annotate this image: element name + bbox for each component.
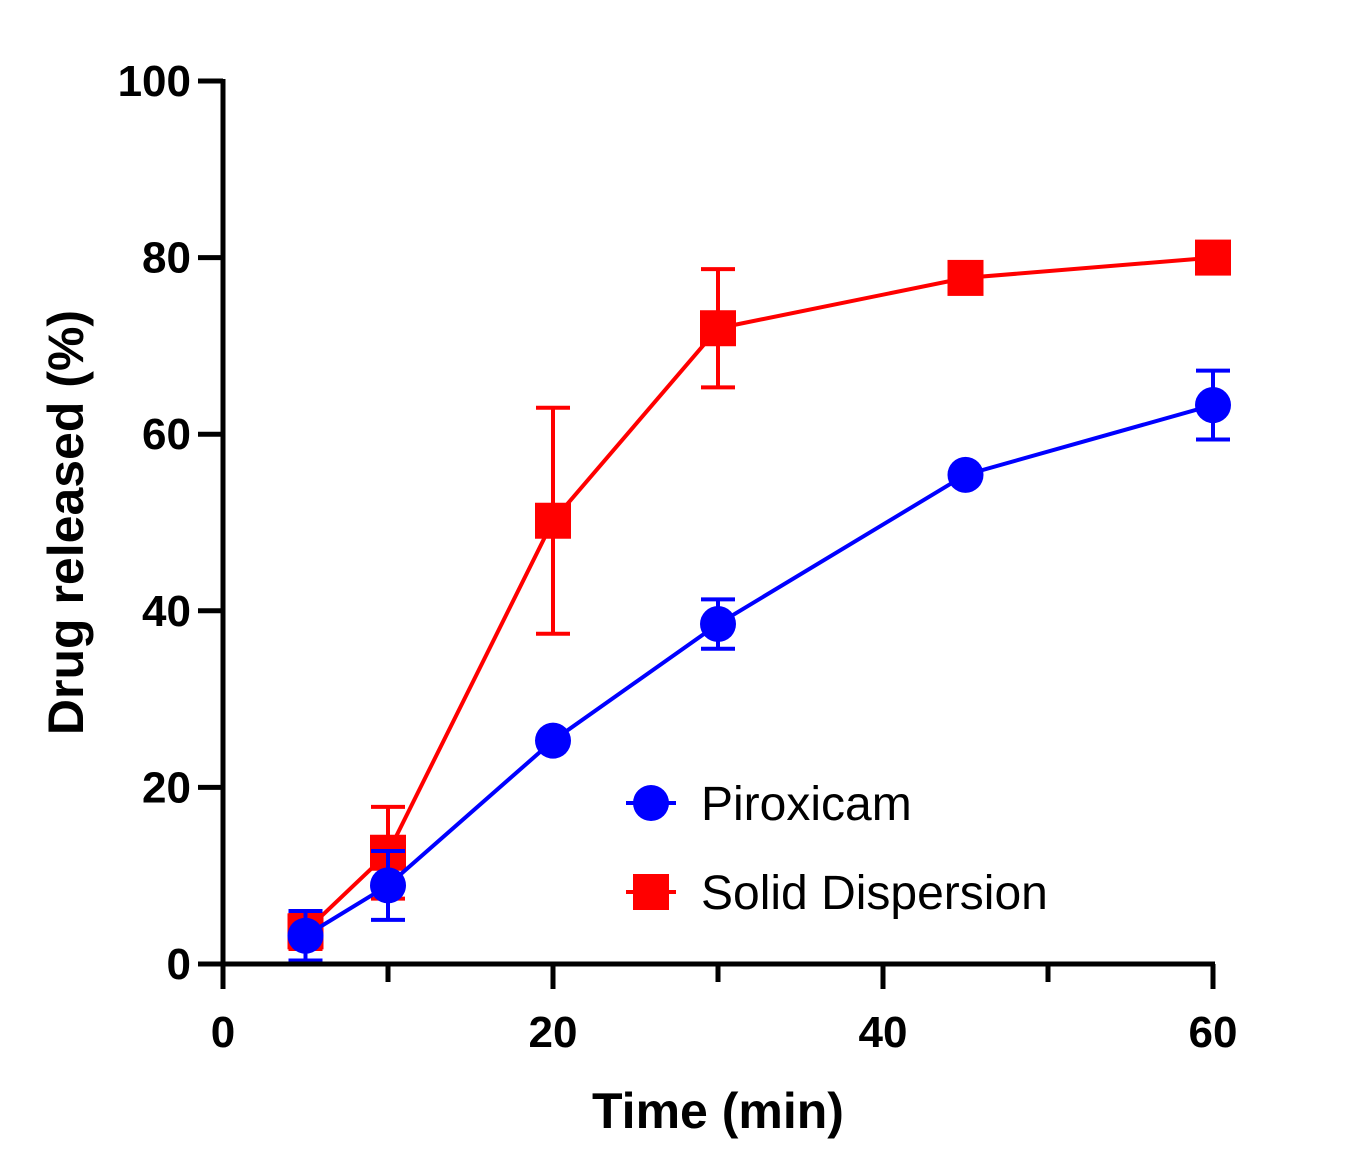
legend-marker [633,874,669,910]
data-point [370,867,406,904]
x-tick-label: 0 [211,1008,235,1057]
series-line [304,403,1214,938]
y-axis-title: Drug released (%) [38,310,94,735]
y-tick-label: 60 [142,410,191,459]
x-tick-label: 20 [529,1008,578,1057]
y-tick-label: 0 [167,940,191,989]
x-tick-label: 40 [859,1008,908,1057]
data-point [1195,239,1231,276]
data-point [1195,387,1231,424]
data-point [947,456,984,493]
legend-marker [633,785,669,821]
data-point [700,310,736,347]
data-point [535,722,571,759]
x-tick-label: 60 [1189,1008,1238,1057]
series-layer [287,239,1231,963]
data-point [700,606,736,643]
y-tick-label: 100 [118,57,191,106]
legend-item-piroxicam: Piroxicam [626,778,912,831]
data-point [535,502,571,539]
y-tick-label: 20 [142,763,191,812]
legend: Piroxicam Solid Dispersion [626,778,1048,920]
data-point [947,259,984,296]
axes-layer: 0 20 40 60 80 100 0 20 40 60 [118,57,1238,1057]
series-piroxicam [287,368,1231,963]
legend-item-solid-dispersion: Solid Dispersion [626,867,1048,920]
y-tick-label: 40 [142,587,191,636]
legend-label: Solid Dispersion [701,867,1048,920]
x-axis-title: Time (min) [592,1083,844,1139]
series-solid-dispersion [287,239,1231,951]
y-tick-label: 80 [142,234,191,283]
legend-label: Piroxicam [701,778,912,831]
data-point [287,917,324,954]
